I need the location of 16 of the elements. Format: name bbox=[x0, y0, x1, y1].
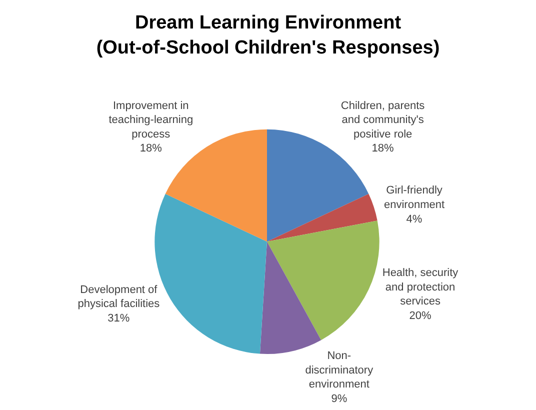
pie-slice bbox=[260, 242, 322, 354]
slice-label: Girl-friendly environment bbox=[384, 184, 445, 212]
data-label: 18% bbox=[372, 142, 394, 155]
data-label: 9% bbox=[331, 392, 348, 405]
slice-label: Children, parents and community's positive role bbox=[340, 100, 426, 140]
slice-label: Development of physical facilities bbox=[78, 284, 160, 310]
data-label: 20% bbox=[409, 310, 432, 322]
chart-title: Dream Learning Environment (Out-of-School Children's Responses) bbox=[96, 12, 440, 58]
slice-label: Health, security and protection services bbox=[382, 267, 459, 308]
slice-label: Non- discriminatory environment bbox=[305, 350, 374, 391]
pie-slice bbox=[267, 220, 380, 340]
data-label: 18% bbox=[140, 142, 162, 155]
pie-slice bbox=[267, 194, 378, 242]
data-label: 31% bbox=[108, 312, 130, 324]
data-label: 4% bbox=[406, 213, 422, 226]
slice-label: Improvement in teaching-learning process bbox=[108, 100, 194, 140]
